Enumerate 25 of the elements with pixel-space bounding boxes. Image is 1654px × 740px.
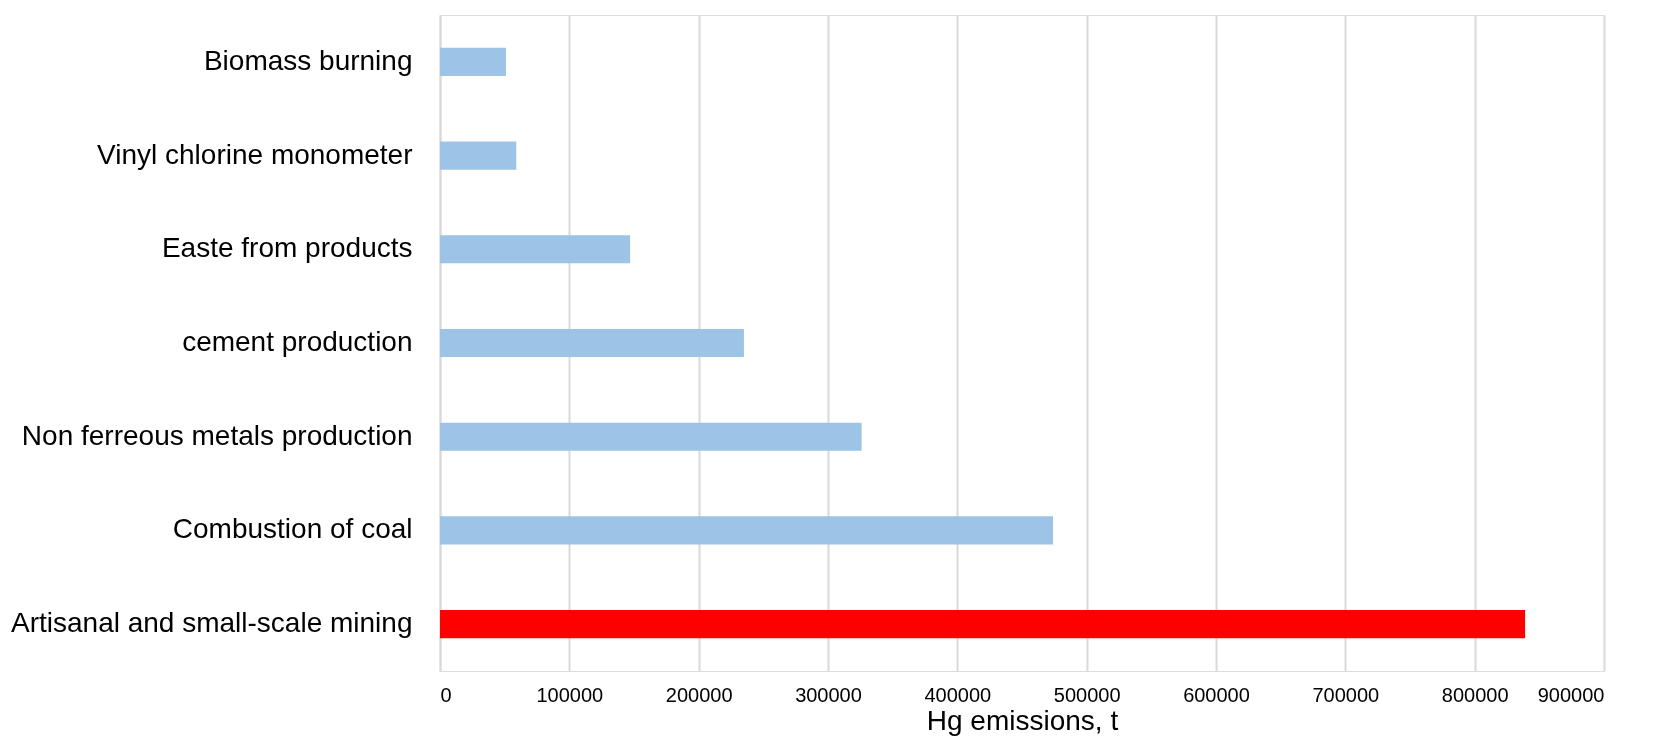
x-tick-label: 300000 [795, 683, 862, 706]
bar [440, 47, 506, 76]
y-tick-label: Vinyl chlorine monometer [97, 138, 413, 170]
y-tick-label: Biomass burning [203, 44, 413, 76]
x-tick-label: 700000 [1312, 683, 1380, 706]
y-tick-label: Easte from products [161, 232, 413, 264]
y-tick-label: Combustion of coal [172, 513, 413, 545]
x-tick-label: 600000 [1183, 683, 1250, 706]
bar [440, 610, 1526, 639]
bar [440, 422, 862, 451]
x-tick-label: 100000 [536, 683, 604, 706]
bar [440, 328, 744, 358]
y-tick-label: Artisanal and small-scale mining [10, 607, 413, 639]
x-tick-label: 400000 [924, 683, 992, 706]
bar [440, 141, 517, 170]
y-tick-label: Non ferreous metals production [21, 419, 413, 451]
x-tick-label: 200000 [665, 683, 733, 706]
x-tick-label: 900000 [1537, 683, 1605, 706]
y-tick-label: cement production [182, 326, 413, 357]
x-axis-title: Hg emissions, t [926, 704, 1119, 736]
x-tick-label: 0 [440, 683, 452, 706]
x-tick-label: 800000 [1441, 683, 1509, 706]
x-tick-label: 500000 [1053, 683, 1121, 706]
bar [440, 516, 1054, 545]
bar [440, 235, 631, 264]
